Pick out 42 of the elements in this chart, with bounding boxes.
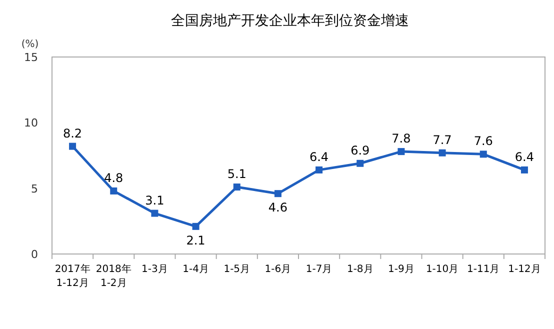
y-tick-label: 10	[24, 116, 38, 130]
x-tick-label: 1-6月	[264, 264, 292, 275]
x-tick-label: 1-12月	[508, 264, 541, 275]
data-label: 3.1	[145, 193, 164, 208]
point	[356, 160, 364, 167]
x-tick-label: 1-5月	[224, 264, 250, 275]
chart-title: 全国房地产开发企业本年到位资金增速	[171, 13, 409, 29]
x-tick-label: 1-11月	[467, 264, 500, 275]
point	[316, 166, 323, 174]
data-label: 6.4	[309, 150, 329, 164]
point	[192, 222, 200, 230]
x-tick-label: 2017年 1-12月	[54, 263, 90, 289]
y-tick-label: 5	[31, 182, 38, 196]
data-label: 6.9	[350, 143, 370, 158]
x-tick-label: 1-3月	[142, 264, 168, 275]
data-label: 4.8	[104, 170, 124, 185]
x-tick-label: 1-10月	[426, 264, 459, 275]
x-tick-label: 2018年 1-2月	[96, 263, 132, 289]
data-label: 7.8	[392, 132, 411, 146]
x-tick-label: 1-9月	[388, 264, 414, 275]
y-axis-title: (%)	[21, 39, 39, 50]
x-tick-label: 1-4月	[182, 264, 209, 275]
point	[520, 166, 528, 174]
data-label: 4.6	[268, 200, 288, 215]
data-label: 8.2	[62, 126, 82, 140]
data-label: 6.4	[514, 150, 534, 164]
point	[398, 148, 405, 156]
x-tick-label: 1-8月	[346, 264, 374, 275]
point	[69, 142, 76, 150]
x-tick-label: 1-7月	[306, 264, 332, 275]
point	[110, 187, 118, 194]
y-tick-label: 15	[24, 51, 38, 64]
point	[233, 184, 240, 191]
y-tick-label: 0	[31, 248, 38, 261]
data-label: 7.6	[474, 134, 493, 148]
point	[438, 149, 446, 156]
point	[480, 150, 487, 158]
data-label: 2.1	[186, 233, 206, 248]
data-label: 5.1	[227, 167, 246, 182]
point	[151, 210, 158, 217]
point	[274, 190, 282, 198]
data-label: 7.7	[432, 132, 452, 147]
